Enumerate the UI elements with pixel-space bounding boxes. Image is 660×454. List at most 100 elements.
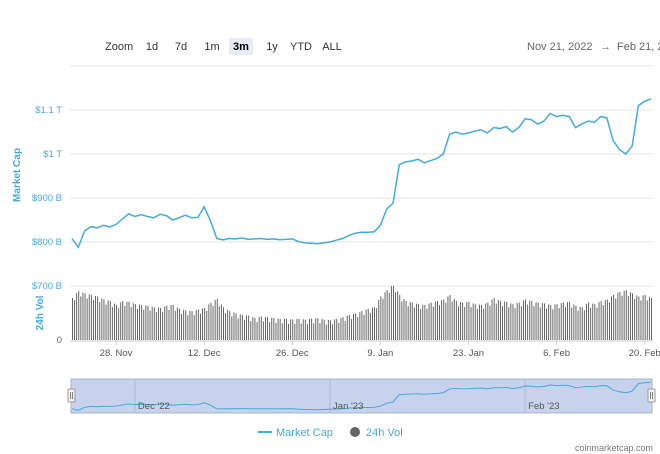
navigator-left-handle[interactable] xyxy=(67,388,76,403)
volume-bar xyxy=(468,301,470,340)
volume-bars xyxy=(72,286,652,340)
volume-bar xyxy=(500,301,501,340)
volume-bar xyxy=(403,299,405,340)
volume-bar xyxy=(307,323,308,340)
volume-axis-title: 24h Vol xyxy=(35,295,46,330)
volume-bar xyxy=(101,298,103,340)
volume-bar xyxy=(166,305,168,340)
volume-bar xyxy=(82,292,84,340)
legend-item-volume[interactable]: 24h Vol xyxy=(350,427,403,439)
volume-bar xyxy=(474,304,476,340)
volume-bar xyxy=(244,319,245,340)
volume-bar xyxy=(548,304,550,340)
date-range-from[interactable]: Nov 21, 2022 xyxy=(527,41,592,53)
volume-bar xyxy=(369,312,371,340)
volume-bar xyxy=(130,307,132,340)
volume-bar xyxy=(447,296,449,340)
volume-bar xyxy=(426,308,428,340)
volume-bar xyxy=(413,307,415,340)
zoom-button-ytd[interactable]: YTD xyxy=(290,41,312,53)
volume-bar xyxy=(344,321,346,340)
zoom-button-1y[interactable]: 1y xyxy=(266,41,278,53)
volume-bar xyxy=(145,305,147,340)
volume-bar xyxy=(313,323,315,340)
volume-bar xyxy=(319,323,321,340)
volume-bar xyxy=(332,324,333,340)
volume-bar xyxy=(533,306,535,340)
volume-bar xyxy=(458,306,459,340)
volume-y-tick-label: 0 xyxy=(57,335,62,346)
volume-bar xyxy=(384,292,386,340)
volume-bar xyxy=(571,307,573,340)
volume-bar xyxy=(309,319,310,340)
volume-bar xyxy=(187,315,189,340)
volume-bar xyxy=(321,319,323,340)
volume-bar xyxy=(422,304,424,340)
date-range-to[interactable]: Feb 21, 2 xyxy=(617,41,660,53)
volume-bar xyxy=(470,307,472,340)
volume-bar xyxy=(95,295,96,340)
volume-bar xyxy=(453,299,455,340)
x-axis: 28. Nov 12. Dec 26. Dec 9. Jan 23. Jan 6. Feb… xyxy=(100,341,660,359)
navigator-ticks: Dec '22 Jan '23 Feb '23 xyxy=(138,401,560,412)
volume-bar xyxy=(158,307,159,340)
volume-bar xyxy=(504,301,506,340)
volume-bar xyxy=(575,305,577,340)
volume-bar xyxy=(418,304,419,340)
volume-bar xyxy=(544,303,545,340)
zoom-button-3m[interactable]: 3m xyxy=(229,38,253,55)
volume-bar xyxy=(376,308,378,340)
volume-bar xyxy=(74,300,75,340)
volume-bar xyxy=(174,310,176,340)
volume-bar xyxy=(512,304,514,340)
zoom-button-1d[interactable]: 1d xyxy=(146,41,158,53)
volume-bar xyxy=(327,320,329,340)
volume-bar xyxy=(395,292,396,340)
volume-bar xyxy=(424,304,426,340)
volume-bar xyxy=(220,304,222,340)
volume-bar xyxy=(72,298,73,340)
legend-label-volume: 24h Vol xyxy=(366,427,403,439)
volume-bar xyxy=(506,301,508,340)
volume-bar xyxy=(594,304,596,340)
volume-bar xyxy=(562,302,564,340)
volume-bar xyxy=(481,304,482,340)
zoom-button-1m[interactable]: 1m xyxy=(204,41,219,53)
navigator[interactable]: Dec '22 Jan '23 Feb '23 xyxy=(67,378,656,414)
volume-bar xyxy=(598,302,600,340)
volume-bar xyxy=(583,310,585,340)
volume-bar xyxy=(128,301,130,340)
volume-bar xyxy=(334,319,336,340)
volume-bar xyxy=(621,295,623,340)
volume-bar xyxy=(439,305,440,340)
volume-bar xyxy=(147,305,149,340)
volume-bar xyxy=(296,319,298,340)
svg-text:ALL: ALL xyxy=(322,41,342,53)
x-tick-label: 23. Jan xyxy=(453,348,484,359)
volume-bar xyxy=(485,303,487,340)
svg-text:YTD: YTD xyxy=(290,41,312,53)
volume-bar xyxy=(294,323,296,340)
volume-bar xyxy=(636,295,638,340)
volume-bar xyxy=(606,299,608,340)
volume-bar xyxy=(479,304,480,340)
volume-bar xyxy=(619,291,621,340)
legend-item-market-cap[interactable]: Market Cap xyxy=(258,427,333,439)
volume-bar xyxy=(529,300,531,340)
volume-bar xyxy=(411,302,413,340)
volume-bar xyxy=(537,302,539,340)
volume-bar xyxy=(225,313,226,340)
zoom-toolbar: Zoom 1d 7d 1m 3m 1y YTD ALL xyxy=(105,38,342,55)
legend-label-market-cap: Market Cap xyxy=(276,427,333,439)
volume-bar xyxy=(342,317,344,340)
navigator-right-handle[interactable] xyxy=(647,388,656,403)
navigator-tick-label: Feb '23 xyxy=(528,401,559,412)
volume-bar xyxy=(256,322,258,340)
credit-link[interactable]: coinmarketcap.com xyxy=(575,443,653,453)
volume-bar xyxy=(401,301,403,340)
volume-bar xyxy=(386,290,388,340)
volume-bar xyxy=(462,302,464,340)
zoom-button-7d[interactable]: 7d xyxy=(175,41,187,53)
volume-bar xyxy=(86,298,88,340)
zoom-button-all[interactable]: ALL xyxy=(322,41,342,53)
